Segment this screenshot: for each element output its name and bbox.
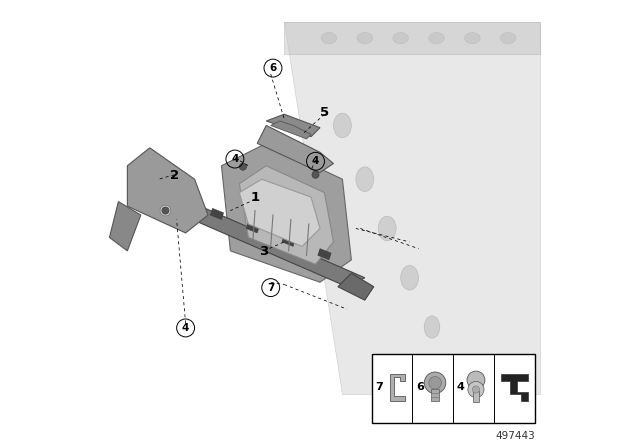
Text: 3: 3: [259, 245, 269, 258]
Polygon shape: [127, 148, 208, 233]
Ellipse shape: [401, 265, 419, 290]
Text: 6: 6: [269, 63, 276, 73]
Polygon shape: [210, 208, 224, 220]
Ellipse shape: [465, 33, 480, 44]
Text: 4: 4: [312, 156, 319, 166]
Text: 7: 7: [375, 382, 383, 392]
Polygon shape: [266, 114, 320, 137]
Polygon shape: [271, 121, 311, 139]
Ellipse shape: [378, 216, 396, 241]
Circle shape: [467, 371, 485, 389]
FancyBboxPatch shape: [371, 354, 535, 423]
Text: 4: 4: [182, 323, 189, 333]
FancyBboxPatch shape: [431, 389, 438, 401]
Polygon shape: [338, 273, 374, 300]
Circle shape: [312, 171, 319, 178]
Ellipse shape: [500, 33, 516, 44]
Text: 2: 2: [170, 169, 179, 182]
Ellipse shape: [429, 33, 444, 44]
Polygon shape: [141, 188, 365, 287]
Ellipse shape: [321, 33, 337, 44]
Circle shape: [472, 386, 479, 393]
Ellipse shape: [333, 113, 351, 138]
Text: 5: 5: [320, 106, 329, 120]
Polygon shape: [239, 166, 333, 264]
Ellipse shape: [393, 33, 408, 44]
Polygon shape: [284, 22, 540, 54]
Circle shape: [162, 207, 169, 214]
Text: 7: 7: [267, 283, 275, 293]
Polygon shape: [282, 235, 296, 246]
Polygon shape: [501, 374, 528, 401]
Circle shape: [429, 376, 442, 389]
Ellipse shape: [356, 167, 374, 192]
Polygon shape: [109, 202, 141, 251]
Circle shape: [468, 381, 484, 397]
Polygon shape: [239, 179, 320, 246]
Circle shape: [424, 372, 446, 393]
Ellipse shape: [424, 316, 440, 338]
Polygon shape: [257, 125, 333, 172]
Circle shape: [160, 205, 171, 216]
Text: 497443: 497443: [495, 431, 535, 441]
Ellipse shape: [357, 33, 372, 44]
Polygon shape: [317, 249, 332, 260]
Polygon shape: [284, 22, 540, 394]
Polygon shape: [221, 143, 351, 282]
Circle shape: [239, 163, 246, 170]
FancyBboxPatch shape: [473, 391, 479, 401]
Polygon shape: [174, 195, 188, 206]
Text: 4: 4: [457, 382, 465, 392]
Text: 4: 4: [231, 154, 239, 164]
Text: 1: 1: [250, 190, 260, 204]
Polygon shape: [246, 222, 260, 233]
Polygon shape: [390, 374, 404, 401]
Text: 6: 6: [416, 382, 424, 392]
